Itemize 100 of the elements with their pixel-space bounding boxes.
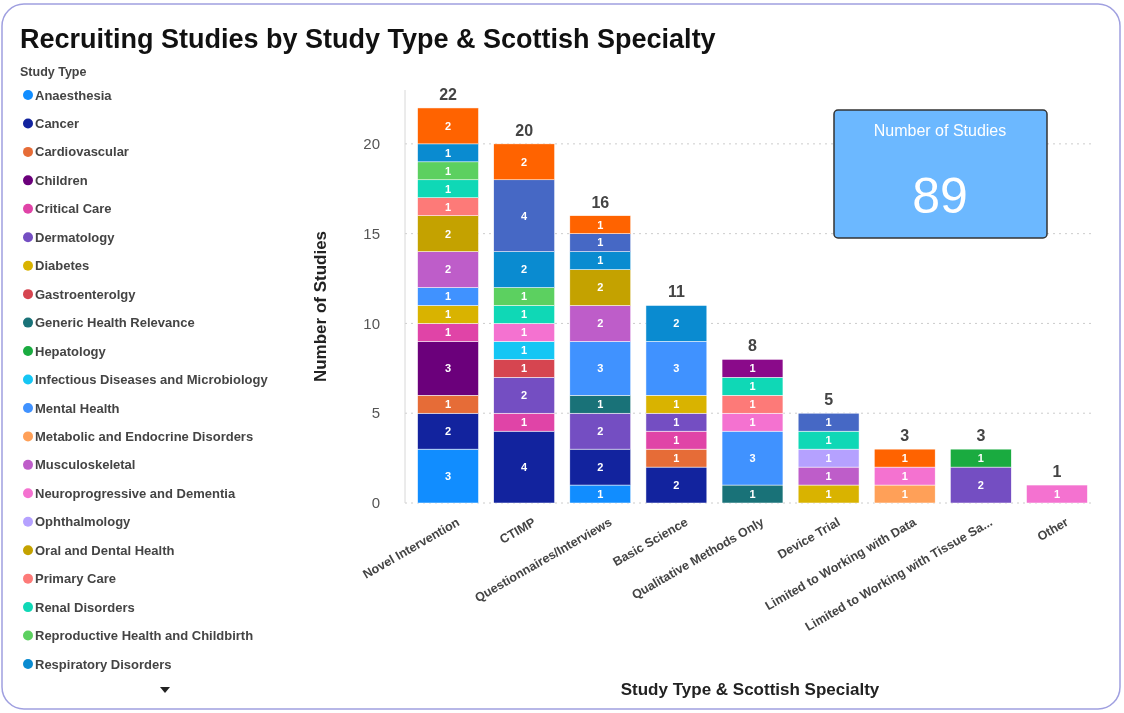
data-label: 1 — [444, 182, 452, 195]
data-label: 1 — [1053, 487, 1061, 500]
legend-label: Diabetes — [35, 258, 90, 274]
annotation: 89 — [912, 167, 968, 224]
data-label: 1 — [444, 308, 452, 321]
data-label: 1 — [901, 487, 908, 500]
total-label: 11 — [667, 283, 685, 301]
data-label: 1 — [444, 200, 452, 213]
x-axis-title: Study Type & Scottish Specialty — [620, 680, 880, 699]
data-label: 2 — [597, 460, 604, 473]
data-label: 1 — [597, 398, 604, 411]
legend-label: Neuroprogressive and Dementia — [35, 485, 236, 501]
chart-title: Recruiting Studies by Study Type & Scottish Specialty — [20, 24, 716, 54]
legend-label: Metabolic and Endocrine Disorders — [35, 428, 254, 444]
data-label: 1 — [673, 434, 680, 446]
data-label: 1 — [749, 416, 756, 429]
legend-label: Mental Health — [35, 400, 120, 416]
data-label: 1 — [825, 469, 832, 482]
legend-title: Study Type — [20, 65, 87, 79]
data-label: 1 — [749, 380, 756, 393]
legend-label: Musculoskeletal — [35, 457, 136, 473]
legend-label: Cancer — [35, 116, 80, 131]
data-label: 1 — [521, 326, 528, 339]
y-tick-label: 20 — [363, 135, 380, 153]
data-label: 3 — [749, 451, 756, 464]
legend-label: Primary Care — [35, 571, 116, 587]
data-label: 2 — [673, 317, 680, 330]
data-label: 1 — [521, 344, 528, 357]
data-label: 1 — [825, 416, 832, 429]
legend-label: Gastroenterolgy — [35, 286, 137, 302]
legend-label: Respiratory Disorders — [35, 656, 172, 672]
data-label: 4 — [521, 460, 529, 473]
data-label: 1 — [444, 326, 452, 339]
total-label: 1 — [1052, 463, 1062, 481]
data-label: 2 — [597, 425, 604, 438]
data-label: 2 — [597, 317, 604, 330]
legend-label: Anaesthesia — [35, 87, 113, 103]
data-label: 2 — [673, 478, 680, 491]
data-label: 2 — [444, 227, 452, 240]
data-label: 1 — [825, 434, 832, 446]
y-tick-label: 15 — [363, 224, 380, 242]
data-label: 3 — [444, 362, 452, 375]
data-label: 3 — [597, 362, 604, 375]
legend-label: Infectious Diseases and Microbiology — [35, 372, 269, 388]
total-label: 22 — [439, 85, 458, 103]
y-tick-label: 10 — [363, 314, 380, 332]
data-label: 1 — [749, 487, 756, 500]
bar — [1026, 484, 1088, 504]
data-label: 2 — [521, 155, 528, 168]
data-label: 1 — [749, 398, 756, 411]
data-label: 2 — [977, 478, 984, 491]
data-label: 1 — [597, 218, 604, 231]
data-label: 1 — [521, 290, 528, 303]
data-label: 1 — [673, 451, 680, 464]
total-label: 3 — [900, 427, 910, 445]
legend-label: Hepatology — [35, 343, 107, 359]
data-label: 1 — [444, 164, 452, 177]
data-label: 3 — [673, 362, 680, 375]
legend-label: Cardiovascular — [35, 144, 129, 160]
total-label: 16 — [591, 193, 610, 211]
data-label: 2 — [597, 281, 604, 294]
total-label: 5 — [824, 391, 834, 409]
data-label: 1 — [521, 416, 528, 429]
text: Number of Studies — [873, 121, 1007, 139]
data-label: 2 — [521, 263, 528, 276]
data-label: 1 — [597, 254, 604, 267]
data-label: 1 — [901, 469, 908, 482]
data-label: 1 — [444, 146, 452, 159]
y-tick-label: 0 — [371, 494, 380, 512]
total-label: 3 — [976, 427, 986, 445]
data-label: 2 — [521, 389, 528, 402]
data-label: 1 — [521, 362, 528, 375]
total-label: 20 — [515, 121, 534, 139]
data-label: 1 — [977, 451, 984, 464]
data-label: 1 — [597, 487, 604, 500]
legend-label: Oral and Dental Health — [35, 542, 175, 558]
legend-label: Dermatology — [35, 229, 116, 245]
legend-label: Critical Care — [35, 201, 112, 217]
data-label: 1 — [825, 487, 832, 500]
data-label: 2 — [444, 119, 452, 132]
total-label: 8 — [748, 337, 758, 355]
data-label: 2 — [444, 425, 452, 438]
legend-label: Reproductive Health and Childbirth — [35, 628, 254, 644]
legend-label: Ophthalmology — [35, 514, 132, 530]
data-label: 4 — [521, 209, 529, 222]
data-label: 1 — [444, 290, 452, 303]
data-label: 1 — [825, 451, 832, 464]
x-tick-label: Other — [1034, 514, 1071, 544]
y-tick-label: 5 — [371, 404, 380, 422]
data-label: 1 — [901, 451, 908, 464]
data-label: 1 — [749, 362, 756, 375]
legend-label: Generic Health Relevance — [35, 315, 195, 331]
y-axis-title: Number of Studies — [311, 230, 330, 383]
data-label: 1 — [521, 308, 528, 321]
data-label: 1 — [597, 236, 604, 249]
legend-label: Children — [35, 172, 88, 188]
data-label: 3 — [444, 469, 452, 482]
data-label: 2 — [444, 263, 452, 276]
data-label: 1 — [673, 416, 680, 429]
data-label: 1 — [673, 398, 680, 411]
